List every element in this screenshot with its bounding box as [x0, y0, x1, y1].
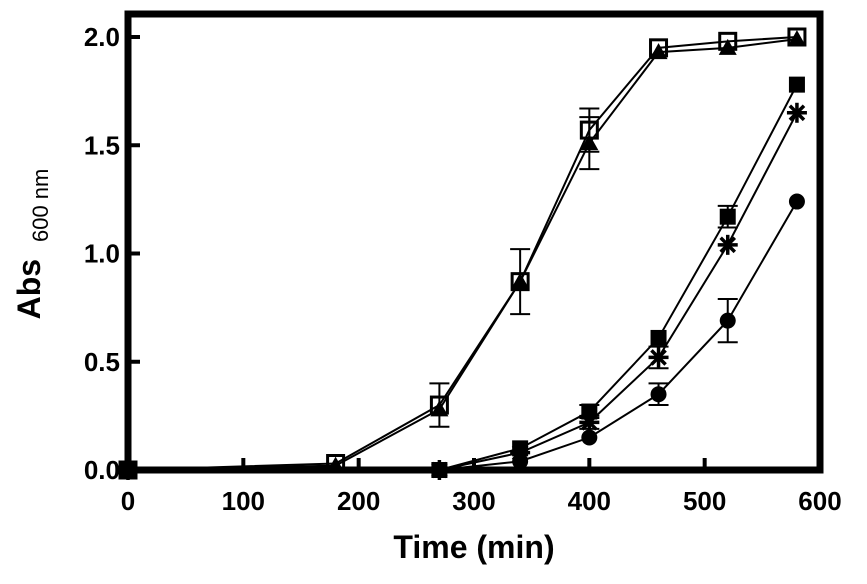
triangle-point [718, 38, 737, 55]
circle-point [788, 193, 805, 210]
y-axis-title-subscript: 600 nm [28, 169, 53, 242]
circle-point [650, 386, 667, 403]
asterisk-stroke [581, 414, 598, 431]
circle-point [581, 429, 598, 446]
x-tick-label: 200 [337, 486, 380, 516]
x-tick-label: 100 [222, 486, 265, 516]
x-tick-label: 300 [452, 486, 495, 516]
filled-square-point [788, 76, 805, 93]
filled-square-point [650, 329, 667, 346]
x-axis-title: Time (min) [393, 529, 554, 565]
y-axis-title: Abs 600 nm [11, 169, 53, 320]
asterisk-point [786, 102, 807, 123]
triangle-point [326, 456, 345, 473]
series-filled-circle [120, 193, 805, 478]
y-tick-label: 1.5 [84, 130, 120, 160]
x-tick-label: 600 [798, 486, 841, 516]
circle-point [719, 312, 736, 329]
series-line [128, 201, 798, 471]
circle-point [431, 462, 448, 478]
asterisk-stroke [719, 236, 737, 254]
series-line [127, 36, 797, 471]
triangle-point [580, 134, 599, 151]
x-tick-label: 0 [121, 486, 135, 516]
asterisk-point [648, 347, 669, 368]
series-asterisk [118, 102, 807, 480]
triangle-point [430, 400, 449, 417]
series-line [128, 112, 798, 471]
y-tick-label: 0.5 [84, 347, 120, 377]
filled-square-point [719, 208, 736, 225]
series-filled-triangle [119, 30, 806, 477]
x-tick-label: 500 [683, 486, 726, 516]
y-tick-label: 0.0 [84, 455, 120, 485]
plot-frame [124, 10, 824, 474]
triangle-point [511, 272, 530, 289]
series-layer [118, 27, 807, 480]
circle-point [512, 453, 529, 470]
series-line [127, 38, 798, 471]
series-line [128, 84, 798, 471]
x-tick-label: 400 [568, 486, 611, 516]
circle-point [120, 462, 136, 478]
series-filled-square [120, 76, 805, 478]
y-tick-label: 1.0 [84, 239, 120, 269]
triangle-point [787, 30, 806, 47]
asterisk-point [717, 234, 738, 255]
triangle-point [649, 43, 668, 60]
asterisk-stroke [650, 349, 667, 366]
asterisk-point [579, 412, 600, 433]
series-open-square [118, 27, 807, 480]
y-axis-title-main: Abs [11, 259, 47, 319]
axis-ticks: 0 100 200 300 400 500 600 0.0 0.5 1.0 1.5 2.0 [84, 22, 842, 516]
asterisk-stroke [788, 104, 806, 122]
y-tick-label: 2.0 [84, 22, 120, 52]
